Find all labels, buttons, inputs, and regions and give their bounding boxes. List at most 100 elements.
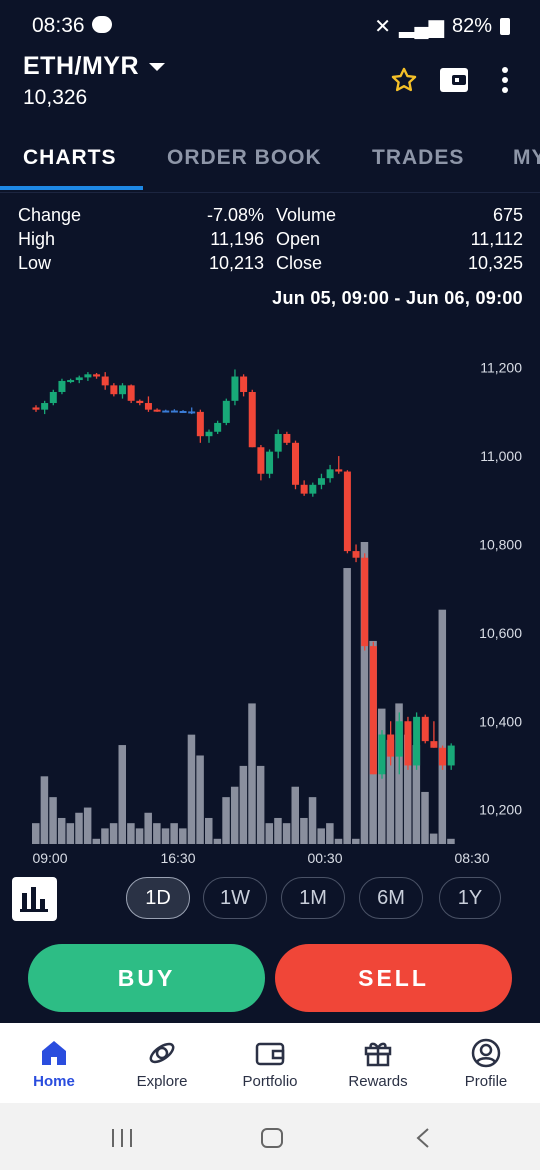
candle-body — [205, 431, 213, 437]
explore-icon — [149, 1042, 175, 1064]
volume-bar — [412, 745, 421, 844]
candle-body — [430, 741, 438, 748]
nav-home[interactable]: Home — [0, 1023, 108, 1103]
candle-body — [421, 716, 429, 742]
y-tick-label: 10,600 — [479, 625, 522, 641]
nav-portfolio-label: Portfolio — [242, 1073, 298, 1090]
candle-body — [170, 410, 178, 413]
nav-profile[interactable]: Profile — [432, 1023, 540, 1103]
portfolio-icon — [255, 1042, 285, 1066]
candle-body — [49, 391, 57, 404]
caret-down-icon — [149, 63, 165, 72]
candle-body — [292, 442, 299, 485]
signal-icon: ▂▄▆ — [399, 16, 444, 38]
period-1m[interactable]: 1M — [281, 877, 345, 919]
volume-bar — [438, 609, 447, 844]
status-time: 08:36 — [32, 14, 85, 37]
star-icon[interactable] — [390, 66, 418, 94]
nav-rewards[interactable]: Rewards — [324, 1023, 432, 1103]
open-label: Open — [276, 229, 321, 249]
candle-body — [75, 377, 83, 381]
bottom-nav: Home Explore Portfolio Rewards Profile — [0, 1023, 540, 1103]
market-header: ETH/MYR 10,326 — [0, 52, 540, 120]
volume-bar — [83, 807, 92, 844]
x-tick-label: 09:00 — [32, 850, 67, 866]
period-1y[interactable]: 1Y — [439, 877, 501, 919]
volume-bar — [92, 838, 101, 844]
volume-bar — [118, 745, 126, 844]
candle-body — [413, 716, 421, 766]
message-icon — [92, 16, 112, 33]
volume-bar — [421, 791, 429, 844]
low-value: 10,213 — [208, 253, 264, 273]
candle-body — [179, 410, 187, 413]
candle-body — [162, 410, 170, 413]
candle-body — [41, 403, 49, 410]
nav-portfolio[interactable]: Portfolio — [216, 1023, 324, 1103]
volume-bar — [109, 823, 118, 844]
volume-bar — [32, 823, 40, 844]
volume-bar — [135, 828, 144, 844]
candle-body — [369, 646, 377, 775]
y-tick-label: 10,800 — [479, 536, 522, 552]
candle-body — [101, 376, 109, 386]
volume-bar — [343, 568, 351, 844]
profile-icon — [471, 1038, 501, 1068]
nav-rewards-label: Rewards — [348, 1073, 408, 1090]
volume-bar — [170, 823, 178, 844]
candle-body — [257, 447, 265, 474]
high-value: 11,196 — [210, 229, 264, 249]
volume-bar — [127, 823, 135, 844]
candle-body — [153, 409, 161, 412]
back-icon[interactable] — [414, 1127, 432, 1149]
y-tick-label: 10,400 — [479, 713, 522, 729]
open-value: 11,112 — [470, 229, 523, 249]
volume-bar — [282, 823, 291, 844]
status-bar: 08:36 ✕ ▂▄▆ 82% — [0, 0, 540, 52]
x-tick-label: 16:30 — [160, 850, 195, 866]
candle-body — [144, 403, 152, 410]
wallet-icon[interactable] — [439, 66, 469, 94]
x-tick-label: 00:30 — [307, 850, 342, 866]
candle-body — [119, 385, 126, 395]
more-options-icon[interactable] — [500, 66, 510, 94]
period-1w[interactable]: 1W — [203, 877, 267, 919]
sell-button[interactable]: SELL — [275, 944, 512, 1012]
volume-bar — [49, 797, 57, 844]
stats-row: Low 10,213 Close 10,325 — [18, 253, 523, 277]
period-1d[interactable]: 1D — [126, 877, 190, 919]
candle-body — [93, 374, 101, 377]
pair-name: ETH/MYR — [23, 52, 139, 80]
price-chart[interactable]: 11,200 11,000 10,800 10,600 10,400 10,200 09:0… — [0, 350, 540, 870]
tab-my[interactable]: MY — [513, 146, 540, 169]
y-tick-label: 10,200 — [479, 802, 522, 818]
tab-trades[interactable]: TRADES — [372, 146, 465, 169]
candle-body — [214, 422, 222, 432]
nav-explore[interactable]: Explore — [108, 1023, 216, 1103]
recent-apps-icon[interactable] — [110, 1127, 134, 1149]
volume-bar — [101, 828, 109, 844]
candle-body — [32, 407, 40, 410]
tab-charts[interactable]: CHARTS — [23, 146, 117, 169]
candle-body — [395, 721, 403, 757]
candle-body — [378, 734, 386, 775]
volume-bar — [308, 797, 317, 844]
battery-icon — [500, 18, 510, 35]
candle-body — [196, 411, 204, 437]
candle-body — [283, 433, 291, 443]
candle-body — [84, 374, 92, 378]
candle-body — [67, 380, 75, 383]
buy-button[interactable]: BUY — [28, 944, 265, 1012]
volume-bar — [239, 765, 248, 844]
period-6m[interactable]: 6M — [359, 877, 423, 919]
home-system-icon[interactable] — [260, 1127, 284, 1149]
tab-order-book[interactable]: ORDER BOOK — [167, 146, 322, 169]
candle-body — [343, 471, 351, 552]
system-nav — [0, 1103, 540, 1170]
volume-bar — [187, 734, 196, 844]
chart-type-button[interactable] — [12, 877, 57, 921]
candle-body — [240, 376, 248, 392]
pair-selector[interactable]: ETH/MYR — [23, 52, 165, 81]
volume-bar — [352, 838, 360, 844]
volume-bar — [57, 817, 66, 844]
